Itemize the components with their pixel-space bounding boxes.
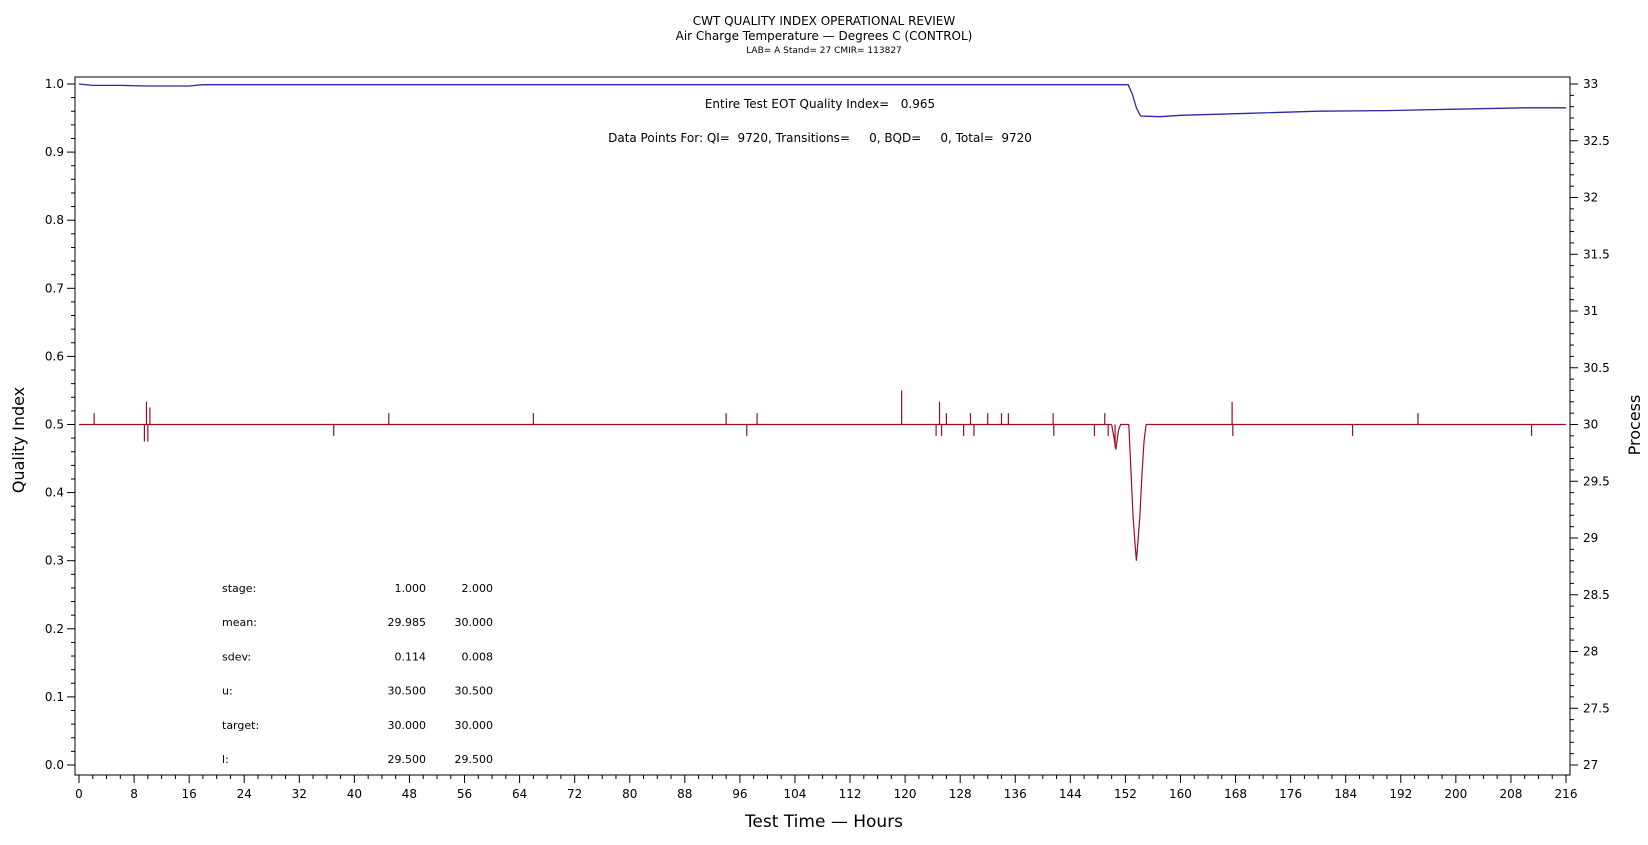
y2-tick-label: 30.5 [1583,361,1610,375]
x-axis-label: Test Time — Hours [744,812,903,832]
y-tick-label: 1.0 [45,77,64,91]
chart-subtitle-stand: LAB= A Stand= 27 CMIR= 113827 [746,46,902,56]
y-tick-label: 0.5 [45,418,64,432]
eot-quality-index-annotation: Entire Test EOT Quality Index= 0.965 [705,97,935,111]
y2-tick-label: 33 [1583,77,1598,91]
quality-index-series-line [78,83,1566,118]
stats-value-stage1: 29.500 [388,753,427,766]
data-points-annotation: Data Points For: QI= 9720, Transitions= … [608,131,1032,145]
y2-tick-label: 29 [1583,531,1598,545]
stats-value-stage2: 2.000 [462,582,494,595]
stats-value-stage2: 30.000 [455,719,494,732]
y2-tick-label: 31 [1583,304,1598,318]
stats-label: mean: [222,616,257,629]
stats-value-stage2: 29.500 [455,753,494,766]
x-tick-label: 72 [567,787,582,801]
x-tick-label: 96 [732,787,747,801]
x-tick-label: 48 [402,787,417,801]
y-tick-label: 0.7 [45,281,64,295]
x-tick-label: 176 [1279,787,1302,801]
y2-tick-label: 28.5 [1583,588,1610,602]
y2-tick-label: 30 [1583,418,1598,432]
x-tick-label: 216 [1555,787,1578,801]
y-tick-label: 0.2 [45,622,64,636]
plot-frame [74,76,1571,776]
x-tick-label: 8 [130,787,138,801]
stats-table: stage: 1.000 2.000 mean: 29.985 30.000 sdev: 0.… [222,582,493,766]
stats-value-stage1: 30.500 [388,685,427,698]
x-tick-label: 56 [457,787,472,801]
stats-value-stage1: 0.114 [395,650,427,663]
x-tick-label: 0 [75,787,83,801]
y-tick-label: 0.4 [45,486,64,500]
process-series-dip [1111,423,1147,561]
y-tick-label: 0.0 [45,758,64,772]
y2-tick-label: 28 [1583,645,1598,659]
x-tick-label: 160 [1169,787,1192,801]
y2-tick-label: 32.5 [1583,134,1610,148]
x-tick-label: 168 [1224,787,1247,801]
y-tick-label: 0.3 [45,554,64,568]
y2-tick-label: 29.5 [1583,474,1610,488]
x-tick-label: 16 [182,787,197,801]
x-tick-label: 184 [1334,787,1357,801]
x-tick-label: 112 [839,787,862,801]
x-tick-label: 136 [1004,787,1027,801]
stats-value-stage1: 30.000 [388,719,427,732]
stats-label: u: [222,685,233,698]
x-tick-label: 152 [1114,787,1137,801]
x-tick-label: 192 [1389,787,1412,801]
x-tick-label: 144 [1059,787,1082,801]
stats-label: target: [222,719,259,732]
x-tick-label: 120 [894,787,917,801]
y-axis-label: Quality Index [9,387,28,493]
y2-tick-label: 27.5 [1583,701,1610,715]
stats-value-stage1: 1.000 [395,582,427,595]
stats-label: l: [222,753,229,766]
y-tick-label: 0.1 [45,690,64,704]
x-tick-label: 40 [347,787,362,801]
stats-value-stage2: 0.008 [462,650,494,663]
x-tick-label: 32 [292,787,307,801]
x-tick-label: 200 [1444,787,1467,801]
y2-axis-label: Process [1625,395,1644,456]
y-tick-label: 0.9 [45,145,64,159]
y2-tick-label: 31.5 [1583,247,1610,261]
x-tick-label: 64 [512,787,527,801]
stats-label: stage: [222,582,256,595]
x-tick-label: 208 [1499,787,1522,801]
stats-value-stage2: 30.500 [455,685,494,698]
x-tick-label: 104 [784,787,807,801]
x-tick-label: 24 [237,787,252,801]
x-tick-label: 80 [622,787,637,801]
chart-title: CWT QUALITY INDEX OPERATIONAL REVIEW [693,14,956,28]
chart-subtitle: Air Charge Temperature — Degrees C (CONT… [676,29,973,43]
y-tick-label: 0.8 [45,213,64,227]
y-tick-label: 0.6 [45,349,64,363]
stats-label: sdev: [222,650,251,663]
stats-value-stage1: 29.985 [388,616,427,629]
x-tick-label: 128 [949,787,972,801]
stats-value-stage2: 30.000 [455,616,494,629]
y2-tick-label: 32 [1583,191,1598,205]
x-tick-label: 88 [677,787,692,801]
y2-tick-label: 27 [1583,758,1598,772]
